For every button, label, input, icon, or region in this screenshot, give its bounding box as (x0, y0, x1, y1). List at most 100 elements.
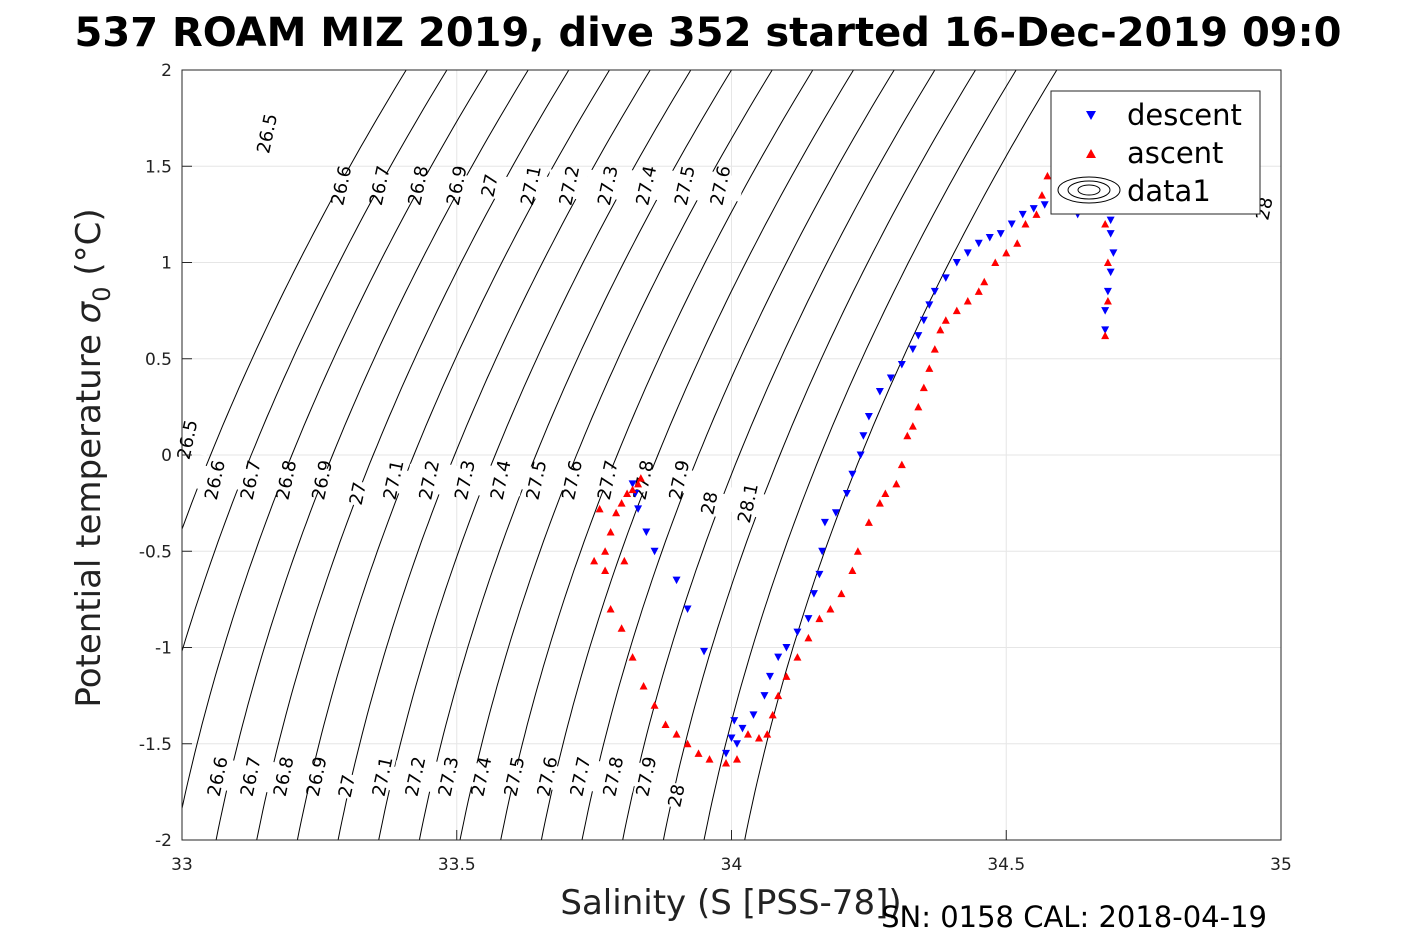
descent-marker (650, 547, 659, 556)
descent-marker (700, 647, 709, 656)
ascent-marker (848, 566, 857, 574)
isopycnal-line (622, 70, 936, 840)
descent-marker (727, 734, 736, 742)
ascent-marker (1101, 220, 1110, 228)
legend-data1-label: data1 (1127, 174, 1211, 208)
contour-label-bg (432, 169, 481, 202)
ascent-marker (601, 566, 610, 574)
ascent-marker (826, 605, 835, 613)
y-tick-label: 1.5 (145, 157, 172, 177)
isopycnal-line (581, 70, 895, 840)
legend-contour-icon (1057, 176, 1121, 204)
chart-title: 537 ROAM MIZ 2019, dive 352 started 16-D… (75, 10, 1342, 56)
contour-label-bg (333, 477, 382, 510)
ascent-marker (768, 710, 777, 719)
ascent-marker (793, 653, 802, 661)
descent-marker (831, 509, 840, 517)
isopycnal-line (182, 70, 448, 653)
isopycnal-line (703, 70, 1017, 840)
contour-label-bg (262, 463, 311, 497)
descent-marker (722, 749, 731, 758)
contour-label-bg (556, 760, 605, 793)
descent-marker (919, 316, 928, 325)
descent-marker (683, 605, 692, 613)
contour-label: 28 (664, 782, 689, 809)
descent-marker (974, 239, 983, 248)
ascent-marker (628, 653, 637, 661)
ascent-marker (892, 479, 901, 488)
ascent-marker (650, 701, 659, 709)
ascent-marker (963, 297, 972, 305)
descent-marker (815, 570, 824, 579)
ascent-marker (623, 489, 632, 497)
descent-marker (818, 547, 827, 556)
descent-marker (925, 301, 934, 309)
ascent-marker (815, 614, 824, 623)
contour-label-bg (424, 760, 473, 793)
descent-marker (886, 374, 895, 382)
contour-label: 27 (478, 172, 503, 199)
ascent-marker (914, 402, 923, 411)
ascent-marker (754, 733, 763, 742)
y-tick-label: 0.5 (145, 350, 172, 370)
contour-label-bg (355, 169, 404, 202)
legend-box (1050, 90, 1261, 215)
ascent-marker (991, 258, 1000, 266)
ascent-marker (639, 682, 648, 690)
contour-label-bg (259, 760, 308, 793)
contour-label-bg (465, 169, 514, 202)
contour-label-bg (622, 169, 671, 202)
contour-label: 27 (335, 773, 360, 800)
ascent-marker (606, 605, 615, 613)
y-tick-label: -2 (155, 831, 172, 851)
descent-marker (856, 451, 865, 459)
contour-label-bg (405, 463, 454, 497)
ascent-marker (804, 633, 813, 642)
descent-marker (897, 361, 906, 369)
descent-marker (672, 576, 681, 585)
legend-descent-marker (1086, 111, 1096, 120)
contour-label-bg (583, 169, 632, 202)
contour-label-bg (369, 463, 418, 497)
ascent-marker (1021, 220, 1030, 228)
x-tick-label: 33 (171, 855, 193, 875)
ascent-marker (1103, 297, 1112, 305)
descent-marker (864, 413, 873, 421)
x-tick-label: 34 (721, 855, 743, 875)
y-axis-label-unit: (°C) (69, 208, 109, 286)
ascent-marker (864, 518, 873, 526)
descent-marker (1040, 201, 1049, 209)
contour-label-bg (193, 760, 242, 793)
contour-label-bg (394, 169, 443, 202)
descent-marker (1106, 216, 1115, 225)
legend: descent ascent data1 (1050, 90, 1261, 215)
ascent-marker (881, 489, 890, 497)
x-axis-label: Salinity (S [PSS-78]) (560, 883, 901, 923)
contour-label-bg (440, 463, 490, 497)
legend-descent-label: descent (1127, 98, 1242, 132)
descent-marker (774, 653, 783, 662)
ascent-marker (1002, 248, 1011, 257)
y-tick-label: -1.5 (139, 735, 172, 755)
ascent-marker (683, 739, 692, 748)
isopycnal-line (182, 70, 488, 811)
contour-label-bg (660, 169, 709, 202)
descent-marker (941, 274, 950, 282)
descent-marker (782, 644, 791, 652)
ascent-marker (595, 504, 604, 513)
contour-label-bg (589, 760, 638, 793)
y-axis-label-main: Potential temperature (69, 323, 109, 707)
ascent-marker (617, 624, 626, 632)
descent-marker (1109, 249, 1118, 257)
descent-marker (809, 590, 818, 598)
descent-marker (859, 432, 868, 440)
ascent-marker (612, 508, 621, 517)
x-axis-ticks: 33 33.5 34 34.5 35 (171, 830, 1292, 875)
ascent-marker (636, 474, 645, 482)
contour-label-bg (685, 486, 734, 520)
x-tick-label: 33.5 (438, 855, 476, 875)
contour-label-bg (226, 463, 275, 497)
descent-marker (760, 692, 769, 700)
contour-label-bg (506, 169, 555, 202)
